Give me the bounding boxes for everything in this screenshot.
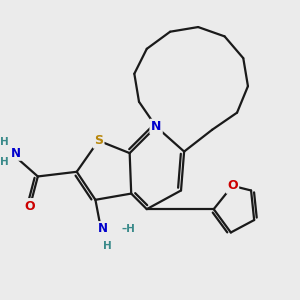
Text: H: H bbox=[0, 158, 9, 167]
Text: N: N bbox=[98, 222, 108, 235]
Text: S: S bbox=[94, 134, 103, 147]
Text: N: N bbox=[11, 147, 21, 160]
Text: –H: –H bbox=[122, 224, 136, 234]
Text: H: H bbox=[103, 241, 112, 250]
Text: N: N bbox=[151, 120, 161, 133]
Text: O: O bbox=[25, 200, 35, 212]
Text: H: H bbox=[0, 137, 9, 147]
Text: O: O bbox=[227, 179, 238, 192]
